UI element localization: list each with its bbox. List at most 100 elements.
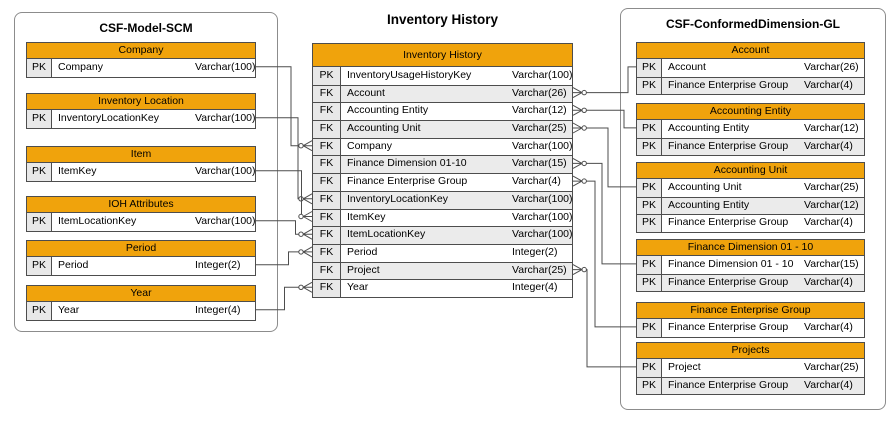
zero-marker — [298, 231, 304, 237]
key-cell: PK — [637, 59, 662, 77]
table-row: PK ItemLocationKey Varchar(100) — [27, 213, 255, 231]
key-cell: PK — [27, 302, 52, 320]
entity-table-inventory-history: Inventory History PK InventoryUsageHistory… — [312, 43, 573, 298]
relationship-line — [302, 211, 313, 222]
data-type-cell: Varchar(12) — [507, 103, 572, 121]
table-row: FK ItemLocationKey Varchar(100) — [313, 226, 572, 244]
table-header: Company — [27, 43, 255, 59]
column-name-cell: Period — [341, 244, 507, 262]
table-row: PK Project Varchar(25) — [637, 359, 864, 377]
data-type-cell: Varchar(100) — [507, 191, 572, 209]
table-row: FK Accounting Unit Varchar(25) — [313, 120, 572, 138]
column-name-cell: InventoryLocationKey — [341, 191, 507, 209]
key-cell: FK — [313, 85, 341, 103]
data-type-cell: Varchar(15) — [799, 256, 864, 274]
column-name-cell: Finance Enterprise Group — [662, 274, 799, 292]
data-type-cell: Varchar(4) — [507, 174, 572, 191]
zero-marker — [581, 89, 587, 96]
column-name-cell: Period — [52, 257, 190, 275]
key-cell: PK — [637, 215, 662, 233]
column-name-cell: Company — [341, 138, 507, 156]
entity-table-finance-enterprise-group: Finance Enterprise Group PK Finance Enterp… — [636, 302, 865, 338]
column-name-cell: InventoryLocationKey — [52, 110, 190, 128]
column-name-cell: Accounting Entity — [662, 120, 799, 138]
table-header: Finance Dimension 01 - 10 — [637, 240, 864, 256]
data-type-cell: Varchar(100) — [507, 67, 572, 85]
column-name-cell: Account — [341, 85, 507, 103]
column-name-cell: InventoryUsageHistoryKey — [341, 67, 507, 85]
zero-marker — [581, 125, 587, 131]
entity-table-inventory-location: Inventory Location PK InventoryLocationKey… — [26, 93, 256, 129]
column-name-cell: Accounting Unit — [341, 121, 507, 138]
column-name-cell: Accounting Entity — [341, 103, 507, 121]
data-type-cell: Integer(4) — [190, 302, 255, 320]
column-name-cell: Finance Enterprise Group — [662, 319, 799, 337]
table-header: Account — [637, 43, 864, 59]
data-type-cell: Varchar(100) — [190, 110, 255, 128]
column-name-cell: Accounting Unit — [662, 179, 799, 197]
entity-table-account: Account PK Account Varchar(26) PK Finance Ent… — [636, 42, 865, 96]
table-row: PK Accounting Unit Varchar(25) — [637, 179, 864, 197]
column-name-cell: Account — [662, 59, 799, 77]
table-row: FK InventoryLocationKey Varchar(100) — [313, 190, 572, 209]
key-cell: PK — [637, 319, 662, 337]
entity-table-projects: Projects PK Project Varchar(25) PK Finance En… — [636, 342, 865, 396]
table-header: Accounting Entity — [637, 104, 864, 120]
key-cell: FK — [313, 209, 341, 227]
data-type-cell: Varchar(4) — [799, 377, 864, 395]
zero-marker — [581, 160, 587, 167]
relationship-line — [302, 246, 313, 258]
data-type-cell: Varchar(4) — [799, 319, 864, 337]
relationship-line — [572, 175, 583, 187]
table-row: PK ItemKey Varchar(100) — [27, 163, 255, 181]
zero-marker — [298, 143, 304, 149]
table-row: FK Finance Dimension 01-10 Varchar(15) — [313, 155, 572, 174]
table-row: PK InventoryUsageHistoryKey Varchar(100) — [313, 67, 572, 85]
key-cell: PK — [637, 138, 662, 156]
diagram-title: Inventory History — [386, 12, 499, 27]
key-cell: FK — [313, 262, 341, 280]
column-name-cell: Finance Dimension 01-10 — [341, 156, 507, 174]
key-cell: FK — [313, 138, 341, 156]
table-row: PK Company Varchar(100) — [27, 59, 255, 77]
data-type-cell: Varchar(26) — [507, 85, 572, 103]
entity-table-period: Period PK Period Integer(2) — [26, 240, 256, 276]
data-type-cell: Varchar(25) — [507, 262, 572, 280]
table-row: PK Finance Dimension 01 - 10 Varchar(15) — [637, 256, 864, 274]
table-row: PK Period Integer(2) — [27, 257, 255, 275]
zero-marker — [298, 249, 304, 255]
key-cell: FK — [313, 156, 341, 174]
key-cell: PK — [637, 120, 662, 138]
table-header: IOH Attributes — [27, 197, 255, 213]
table-row: FK Year Integer(4) — [313, 279, 572, 297]
zero-marker — [581, 107, 587, 114]
key-cell: FK — [313, 103, 341, 121]
table-row: PK Year Integer(4) — [27, 302, 255, 320]
table-row: PK Finance Enterprise Group Varchar(4) — [637, 273, 864, 292]
table-row: FK Accounting Entity Varchar(12) — [313, 102, 572, 121]
entity-table-accounting-entity: Accounting Entity PK Accounting Entity Varc… — [636, 103, 865, 157]
table-row: FK Account Varchar(26) — [313, 84, 572, 103]
zero-marker — [298, 196, 304, 202]
key-cell: PK — [637, 256, 662, 274]
relationship-line — [572, 264, 583, 276]
column-name-cell: Project — [341, 262, 507, 280]
entity-table-accounting-unit: Accounting Unit PK Accounting Unit Varchar(… — [636, 162, 865, 234]
entity-table-year: Year PK Year Integer(4) — [26, 285, 256, 321]
data-type-cell: Varchar(4) — [799, 138, 864, 156]
table-row: PK Accounting Entity Varchar(12) — [637, 196, 864, 215]
key-cell: FK — [313, 191, 341, 209]
data-type-cell: Varchar(25) — [799, 359, 864, 377]
data-type-cell: Varchar(4) — [799, 274, 864, 292]
relationship-line — [302, 193, 313, 205]
column-name-cell: Finance Enterprise Group — [662, 377, 799, 395]
column-name-cell: Year — [52, 302, 190, 320]
key-cell: FK — [313, 174, 341, 191]
column-name-cell: ItemLocationKey — [52, 213, 190, 231]
table-row: PK Finance Enterprise Group Varchar(4) — [637, 76, 864, 95]
table-row: FK Finance Enterprise Group Varchar(4) — [313, 173, 572, 191]
table-header: Accounting Unit — [637, 163, 864, 179]
column-name-cell: Company — [52, 59, 190, 77]
key-cell: PK — [27, 257, 52, 275]
